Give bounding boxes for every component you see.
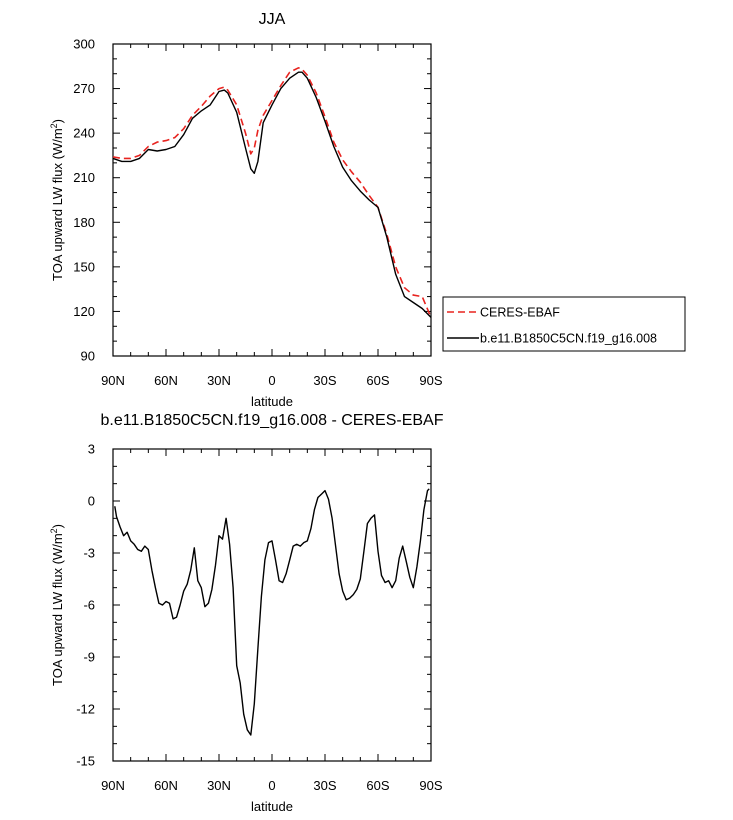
- y-axis-label-close: ): [50, 119, 65, 123]
- plot-frame: [112, 43, 432, 357]
- x-tick-label: 30N: [207, 778, 231, 793]
- x-tick-label: 90S: [419, 373, 442, 388]
- legend-label-2: b.e11.B1850C5CN.f19_g16.008: [480, 332, 657, 346]
- chart-title: JJA: [259, 11, 286, 28]
- series-line-1: [112, 67, 432, 318]
- x-axis-label: latitude: [251, 394, 293, 409]
- chart-panel-2: b.e11.B1850C5CN.f19_g16.008 - CERES-EBAF…: [49, 412, 444, 814]
- legend-label-1: CERES-EBAF: [480, 306, 560, 320]
- x-axis-label: latitude: [251, 799, 293, 814]
- y-tick-label: 240: [73, 126, 95, 141]
- y-tick-label: 180: [73, 215, 95, 230]
- series-line-1: [114, 488, 430, 736]
- y-tick-label: 120: [73, 304, 95, 319]
- x-tick-label: 60N: [154, 778, 178, 793]
- y-axis-label-superscript: 2: [49, 528, 59, 533]
- y-tick-label: 3: [88, 442, 95, 457]
- y-tick-label: -15: [76, 754, 95, 769]
- y-tick-label: 210: [73, 170, 95, 185]
- y-axis-label-main: TOA upward LW flux (W/m: [50, 128, 65, 281]
- chart-panel-1: JJA 90N 60N 30N 0 30S 60S 90S 90 120 150 180 210 240 2…: [49, 11, 686, 409]
- y-tick-label: -9: [83, 650, 95, 665]
- y-tick-label: 150: [73, 259, 95, 274]
- series-line-2: [112, 71, 432, 318]
- x-tick-label: 0: [268, 778, 275, 793]
- x-tick-label: 90S: [419, 778, 442, 793]
- x-tick-label: 30S: [313, 373, 336, 388]
- y-tick-label: 300: [73, 37, 95, 52]
- y-tick-label: -12: [76, 702, 95, 717]
- chart-title: b.e11.B1850C5CN.f19_g16.008 - CERES-EBAF: [100, 412, 443, 429]
- x-tick-label: 0: [268, 373, 275, 388]
- x-tick-label: 60N: [154, 373, 178, 388]
- y-tick-label: 90: [81, 349, 95, 364]
- plot-frame: [112, 448, 432, 762]
- y-tick-label: -3: [83, 546, 95, 561]
- y-axis-label-close: ): [50, 524, 65, 528]
- y-axis-label-superscript: 2: [49, 123, 59, 128]
- y-axis-label: TOA upward LW flux (W/m2): [49, 119, 65, 281]
- x-tick-label: 30N: [207, 373, 231, 388]
- x-tick-label: 90N: [101, 373, 125, 388]
- x-tick-label: 60S: [366, 373, 389, 388]
- y-axis-label-main: TOA upward LW flux (W/m: [50, 533, 65, 686]
- y-tick-label: 0: [88, 494, 95, 509]
- x-tick-label: 30S: [313, 778, 336, 793]
- x-tick-label: 90N: [101, 778, 125, 793]
- legend-frame: [442, 296, 686, 352]
- y-axis-label: TOA upward LW flux (W/m2): [49, 524, 65, 686]
- y-tick-label: 270: [73, 81, 95, 96]
- chart-legend: CERES-EBAF b.e11.B1850C5CN.f19_g16.008: [442, 296, 686, 352]
- y-tick-label: -6: [83, 598, 95, 613]
- x-tick-label: 60S: [366, 778, 389, 793]
